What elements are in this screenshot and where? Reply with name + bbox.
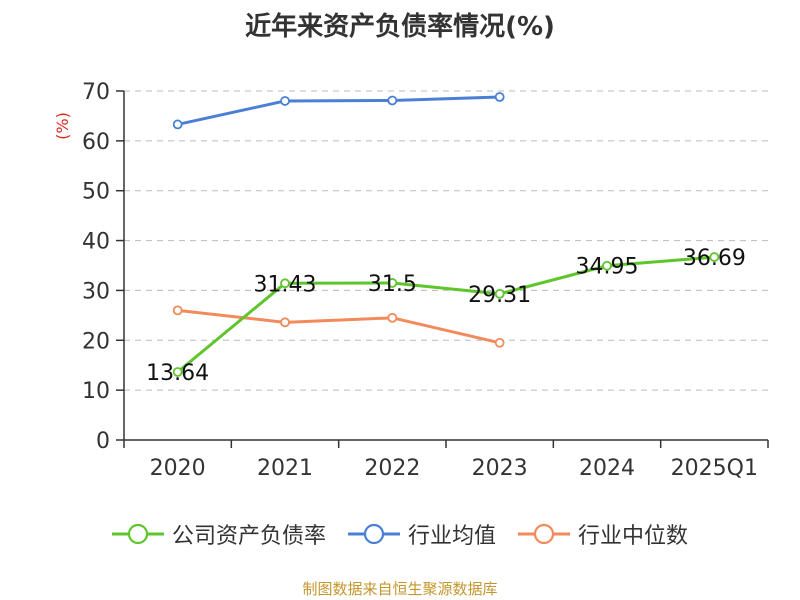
data-point: [172, 305, 183, 316]
y-tick-label: 20: [82, 329, 110, 354]
legend-label: 公司资产负债率: [171, 524, 326, 549]
legend-marker-icon: [518, 523, 570, 545]
series-line: [176, 255, 715, 374]
legend-label: 行业均值: [407, 524, 496, 549]
y-tick-label: 70: [82, 80, 110, 105]
data-point: [280, 317, 290, 328]
data-label: 34.95: [576, 255, 639, 280]
data-point: [494, 92, 505, 102]
data-point: [172, 119, 183, 130]
legend-item[interactable]: 公司资产负债率: [111, 518, 326, 550]
x-tick-label: 2025Q1: [671, 456, 758, 481]
data-label: 31.5: [368, 272, 417, 297]
data-label: 29.31: [468, 283, 531, 308]
axes: 0 10 20 30 40 50 60 70 2020 2021 2022 2023 2024 2025Q…: [82, 80, 769, 481]
series-行业均值: [172, 92, 505, 130]
data-point: [387, 95, 398, 106]
series-行业中位数: [172, 305, 505, 348]
legend-marker-icon: [347, 523, 400, 545]
legend-marker-icon: [111, 523, 164, 545]
series-公司资产负债率: [172, 252, 720, 377]
data-point: [280, 96, 290, 106]
data-point: [602, 260, 612, 271]
data-point: [709, 252, 720, 262]
data-point: [494, 337, 505, 348]
x-tick-label: 2024: [579, 456, 635, 481]
legend-item[interactable]: 行业均值: [347, 518, 496, 550]
y-axis-label: (%): [53, 112, 72, 140]
legend-item[interactable]: 行业中位数: [518, 518, 688, 550]
data-label: 13.64: [146, 361, 209, 386]
legend-label: 行业中位数: [578, 524, 689, 549]
data-label: 36.69: [683, 246, 746, 271]
series: [172, 92, 720, 377]
y-tick-label: 50: [82, 180, 110, 205]
grid-lines: [124, 90, 768, 391]
chart-title: 近年来资产负债率情况(%): [245, 12, 555, 42]
source-note: 制图数据来自恒生聚源数据库: [302, 580, 498, 598]
data-point: [280, 278, 290, 289]
data-labels: 13.64 31.43 31.5 29.31 34.95 36.69: [146, 246, 746, 386]
data-point: [494, 288, 505, 299]
y-tick-label: 30: [82, 279, 110, 304]
y-tick-label: 40: [82, 230, 110, 255]
data-point: [172, 367, 183, 377]
series-line: [177, 95, 500, 126]
data-label: 31.43: [254, 272, 317, 297]
x-tick-label: 2023: [472, 456, 528, 481]
y-tick-label: 60: [82, 130, 110, 155]
x-tick-label: 2022: [364, 456, 420, 481]
legend: 公司资产负债率 行业均值 行业中位数: [0, 518, 800, 550]
x-tick-label: 2020: [150, 456, 206, 481]
data-point: [387, 312, 398, 323]
series-line: [177, 308, 501, 345]
data-point: [387, 278, 398, 288]
y-tick-label: 10: [82, 379, 110, 404]
y-tick-label: 0: [96, 429, 110, 454]
x-tick-label: 2021: [257, 456, 313, 481]
